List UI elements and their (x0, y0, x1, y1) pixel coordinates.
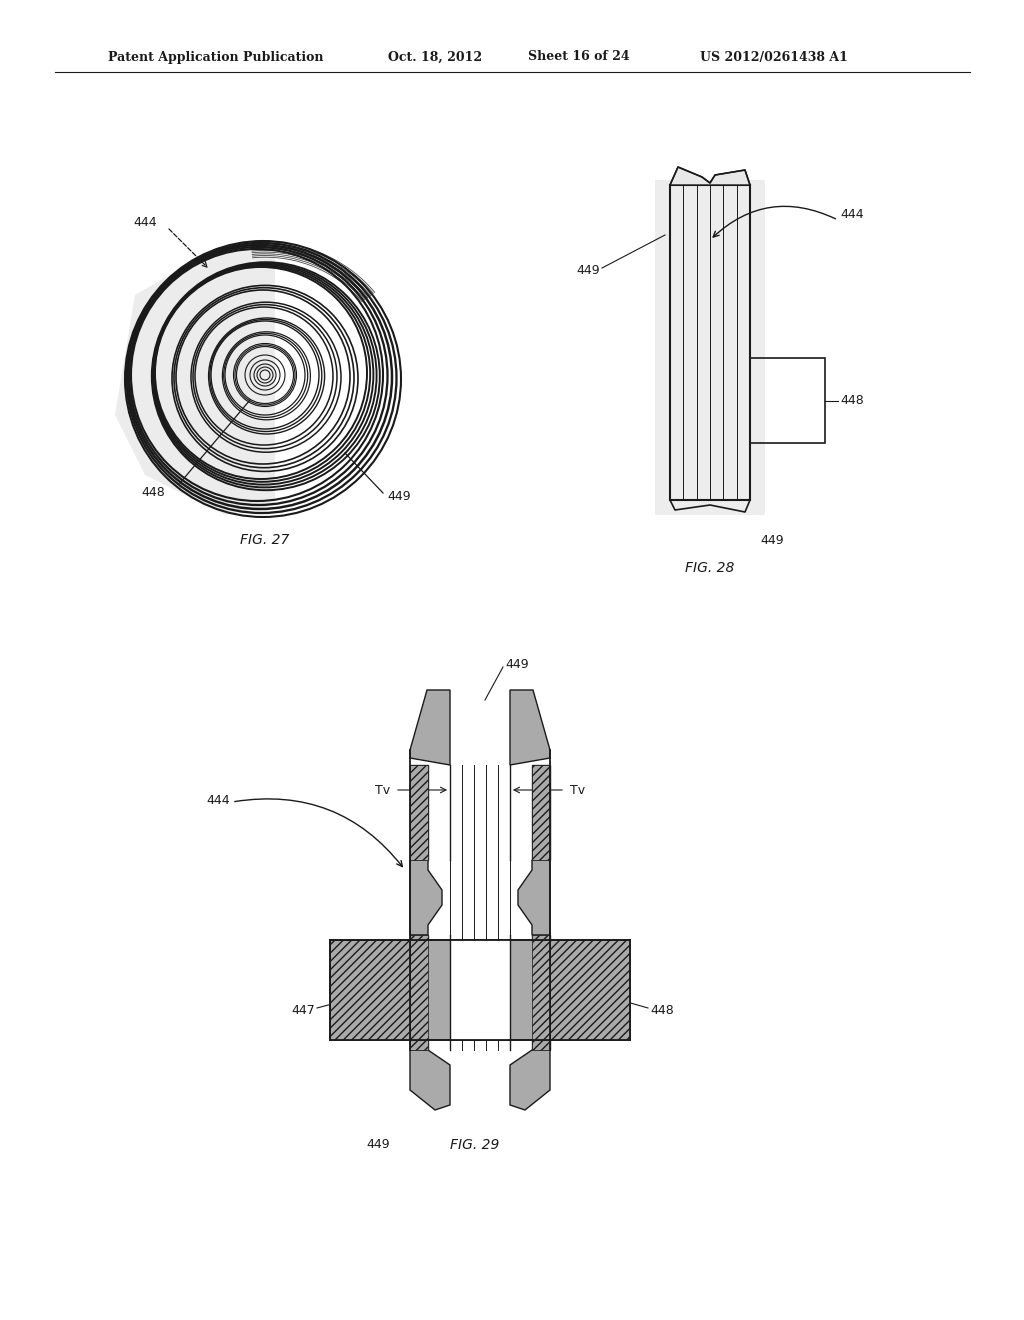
Text: FIG. 27: FIG. 27 (241, 533, 290, 546)
Bar (655, 180, 765, 515)
Bar (410, 935, 428, 940)
Bar (750, 358, 825, 444)
Bar (532, 940, 550, 1040)
Polygon shape (510, 690, 550, 766)
Bar (670, 185, 750, 500)
Text: US 2012/0261438 A1: US 2012/0261438 A1 (700, 50, 848, 63)
Bar (330, 940, 410, 1040)
Bar (532, 935, 550, 940)
Polygon shape (410, 690, 450, 766)
Bar (410, 766, 428, 861)
Text: 447: 447 (291, 1003, 315, 1016)
Polygon shape (670, 168, 750, 185)
Text: Tv: Tv (375, 784, 390, 796)
Bar (532, 766, 550, 861)
Bar (410, 935, 428, 940)
Bar (532, 1040, 550, 1049)
Text: Sheet 16 of 24: Sheet 16 of 24 (528, 50, 630, 63)
Text: Patent Application Publication: Patent Application Publication (108, 50, 324, 63)
Polygon shape (518, 861, 550, 935)
Text: 448: 448 (650, 1003, 674, 1016)
Text: Oct. 18, 2012: Oct. 18, 2012 (388, 50, 482, 63)
Bar (532, 935, 550, 940)
Text: 448: 448 (141, 487, 165, 499)
Bar (532, 766, 550, 861)
Bar (532, 1040, 550, 1049)
Text: 444: 444 (133, 216, 157, 230)
Text: FIG. 29: FIG. 29 (450, 1138, 500, 1152)
Polygon shape (115, 246, 275, 515)
Text: 449: 449 (367, 1138, 390, 1151)
Polygon shape (410, 1049, 450, 1110)
Bar (410, 766, 428, 861)
Text: FIG. 28: FIG. 28 (685, 561, 734, 576)
Polygon shape (330, 940, 630, 1040)
Bar (410, 940, 428, 1040)
Bar (550, 940, 630, 1040)
Text: 449: 449 (577, 264, 600, 276)
Polygon shape (410, 861, 442, 935)
Bar (410, 1040, 428, 1049)
Bar (410, 1040, 428, 1049)
Text: 449: 449 (387, 491, 411, 503)
Text: 444: 444 (207, 793, 230, 807)
Polygon shape (510, 1049, 550, 1110)
Text: 444: 444 (840, 209, 863, 222)
Text: 448: 448 (840, 395, 864, 408)
Bar (450, 940, 510, 1040)
Text: 449: 449 (760, 533, 783, 546)
Text: 449: 449 (505, 659, 528, 672)
Text: Tv: Tv (570, 784, 585, 796)
